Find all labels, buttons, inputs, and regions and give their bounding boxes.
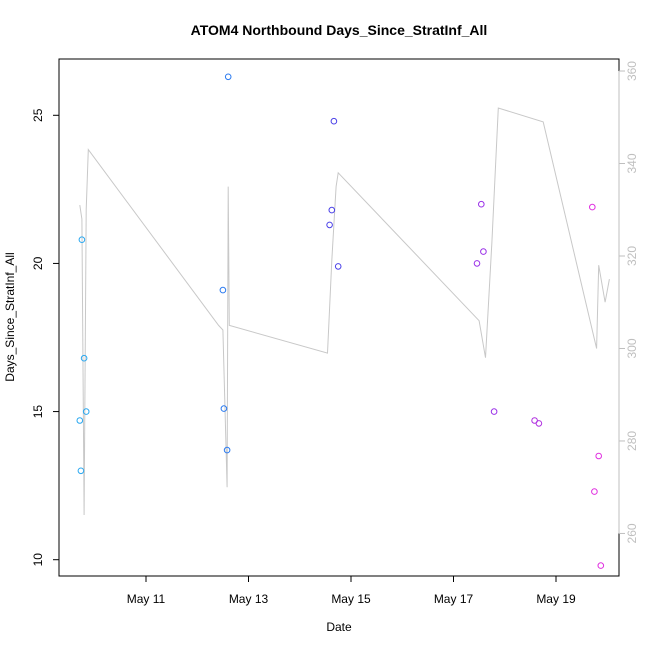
scatter-point <box>220 405 228 412</box>
scatter-point <box>328 206 336 214</box>
y-axis-left: 10 15 20 25 <box>31 108 60 567</box>
x-tick-label: May 19 <box>536 592 576 606</box>
x-axis: May 11 May 13 May 15 May 17 May 19 <box>127 575 576 606</box>
y2-tick-label: 300 <box>625 338 639 358</box>
scatter-point <box>77 467 85 475</box>
y2-tick-label: 280 <box>625 431 639 451</box>
scatter-point <box>223 446 231 454</box>
scatter-point <box>473 260 481 267</box>
y2-tick-label: 360 <box>625 61 639 81</box>
scatter-point <box>480 248 487 255</box>
x-axis-label: Date <box>326 620 352 634</box>
y-tick-label: 25 <box>31 108 45 122</box>
line-series-path <box>79 107 610 516</box>
x-tick-label: May 13 <box>229 592 269 606</box>
x-tick-label: May 11 <box>127 592 166 606</box>
plot-frame <box>58 58 620 577</box>
scatter-point <box>595 452 603 460</box>
scatter-point <box>591 488 598 495</box>
y2-tick-label: 340 <box>625 153 639 173</box>
scatter-point <box>82 408 90 415</box>
scatter-point <box>478 200 485 208</box>
scatter-point <box>80 354 88 362</box>
scatter-point <box>224 73 232 81</box>
y-tick-label: 20 <box>31 256 45 270</box>
scatter-point <box>76 417 84 424</box>
y2-tick-label: 260 <box>625 523 639 543</box>
y-axis-right: 260 280 300 320 340 360 <box>618 61 639 543</box>
scatter-point <box>78 236 86 243</box>
right-axis-line-series <box>79 107 610 516</box>
scatter-series <box>76 73 605 569</box>
scatter-point <box>597 562 605 569</box>
scatter-point <box>326 221 333 229</box>
y-tick-label: 15 <box>31 405 45 419</box>
y-tick-label: 10 <box>31 553 45 567</box>
scatter-point <box>334 263 342 270</box>
scatter-point <box>490 408 498 415</box>
scatter-point <box>589 203 596 211</box>
y-axis-label: Days_Since_StratInf_All <box>3 252 17 381</box>
scatter-point <box>330 117 338 125</box>
scatter-point <box>535 420 543 427</box>
x-tick-label: May 17 <box>434 592 474 606</box>
chart-title: ATOM4 Northbound Days_Since_StratInf_All <box>191 22 488 38</box>
x-tick-label: May 15 <box>331 592 371 606</box>
y2-tick-label: 320 <box>625 246 639 266</box>
scatter-point <box>219 286 227 294</box>
